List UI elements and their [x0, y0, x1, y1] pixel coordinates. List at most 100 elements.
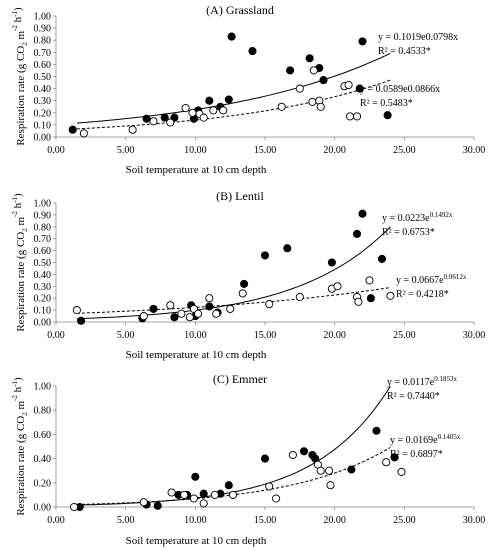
data-point-open: [180, 490, 189, 499]
data-point-open: [316, 466, 325, 475]
data-point-filled: [372, 426, 381, 435]
panel-title: (A) Grassland: [206, 3, 274, 17]
y-tick-label: 0.40: [34, 454, 52, 465]
y-tick-label: 1.00: [34, 12, 52, 23]
data-point-filled: [305, 54, 314, 63]
x-tick-label: 10.00: [184, 145, 207, 156]
y-tick-label: 0.40: [34, 270, 52, 281]
fit-equation: y = 0.0589e0.0866x: [360, 84, 440, 95]
data-point-open: [72, 306, 81, 315]
data-point-filled: [358, 209, 367, 218]
x-tick-label: 30.00: [463, 145, 486, 156]
data-point-open: [308, 97, 317, 106]
fit-curve-solid: [76, 385, 391, 506]
data-point-open: [277, 102, 286, 111]
data-point-filled: [153, 501, 162, 510]
chart-panel-3: (C) Emmer 0.00 0.20 0.40 0.60 0.80 1.00 0.00 5.0…: [11, 372, 485, 547]
data-point-filled: [199, 489, 208, 498]
fit-equation: y = 0.0223e0.1492x: [382, 211, 453, 224]
data-point-filled: [68, 125, 77, 134]
x-tick-label: 15.00: [254, 330, 277, 341]
y-tick-label: 0.00: [34, 318, 52, 329]
r-squared-label: R² = 0.4533*: [378, 46, 431, 57]
fit-curve-dashed: [76, 287, 391, 314]
data-point-filled: [224, 481, 233, 490]
y-tick-label: 0.90: [34, 210, 52, 221]
data-point-filled: [77, 316, 86, 325]
y-axis-label: Respiration rate (g CO2 m-2 h-1): [11, 193, 29, 332]
x-tick-label: 25.00: [393, 145, 416, 156]
data-point-filled: [227, 32, 236, 41]
data-point-open: [295, 84, 304, 93]
data-point-open: [177, 309, 186, 318]
data-point-open: [188, 108, 197, 117]
y-tick-label: 0.10: [34, 306, 52, 317]
data-point-open: [166, 118, 175, 127]
data-point-filled: [358, 37, 367, 46]
data-point-open: [219, 106, 228, 115]
y-tick-label: 0.10: [34, 120, 52, 131]
x-tick-label: 20.00: [323, 330, 346, 341]
y-axis-label: Respiration rate (g CO2 m-2 h-1): [11, 377, 29, 516]
data-point-open: [386, 291, 395, 300]
x-axis-label: Soil temperature at 10 cm depth: [126, 535, 267, 547]
x-tick-label: 5.00: [117, 330, 135, 341]
data-point-filled: [240, 279, 249, 288]
data-point-open: [316, 102, 325, 111]
x-tick-label: 15.00: [254, 515, 277, 526]
data-point-open: [265, 300, 274, 309]
panel-title: (C) Emmer: [213, 372, 267, 386]
x-tick-label: 5.00: [117, 145, 135, 156]
data-point-open: [238, 289, 247, 298]
fit-equation: y = 0.0667e0.0612x: [396, 273, 467, 286]
x-tick-label: 0.00: [47, 330, 65, 341]
y-tick-label: 1.00: [34, 199, 52, 210]
data-point-open: [185, 313, 194, 322]
r-squared-label: R² = 0.7440*: [387, 391, 440, 402]
data-point-open: [167, 488, 176, 497]
data-point-filled: [383, 111, 392, 120]
data-point-open: [326, 481, 335, 490]
y-tick-label: 0.90: [34, 24, 52, 35]
data-point-open: [272, 494, 281, 503]
data-point-open: [365, 276, 374, 285]
data-point-open: [397, 467, 406, 476]
data-point-filled: [390, 453, 399, 462]
y-tick-label: 0.20: [34, 478, 52, 489]
data-point-filled: [377, 254, 387, 263]
data-point-filled: [327, 258, 336, 267]
data-point-open: [325, 466, 334, 475]
fit-equation: y = 0.0117e0.1853x: [387, 375, 457, 388]
data-point-open: [128, 125, 137, 134]
y-tick-label: 0.60: [34, 246, 52, 257]
data-point-open: [199, 113, 208, 122]
data-point-open: [382, 458, 391, 467]
data-point-filled: [191, 472, 200, 481]
data-point-filled: [319, 76, 328, 85]
chart-panel-2: (B) Lentil0.000.100.200.300.400.500.600.…: [11, 189, 485, 361]
data-point-open: [345, 112, 355, 121]
data-point-filled: [260, 454, 270, 463]
x-tick-label: 5.00: [117, 515, 135, 526]
data-point-open: [288, 450, 297, 460]
x-axis-label: Soil temperature at 10 cm depth: [126, 349, 267, 361]
x-axis-label: Soil temperature at 10 cm depth: [126, 164, 267, 176]
data-point-open: [70, 502, 79, 512]
data-point-open: [265, 482, 274, 491]
data-point-filled: [142, 114, 151, 123]
data-point-open: [212, 309, 221, 318]
fit-curve-dashed: [76, 79, 391, 130]
fit-equation: y = 0.1019e0.0798x: [378, 32, 458, 43]
data-point-open: [149, 117, 158, 126]
data-point-filled: [224, 95, 233, 104]
x-tick-label: 25.00: [393, 515, 416, 526]
y-tick-label: 0.70: [34, 234, 52, 245]
fit-curve-solid: [76, 52, 391, 124]
y-tick-label: 0.50: [34, 258, 52, 269]
x-tick-label: 20.00: [323, 515, 346, 526]
y-tick-label: 0.60: [34, 430, 52, 441]
y-tick-label: 1.00: [34, 382, 52, 393]
y-tick-label: 0.50: [34, 72, 52, 83]
data-point-open: [226, 304, 235, 313]
